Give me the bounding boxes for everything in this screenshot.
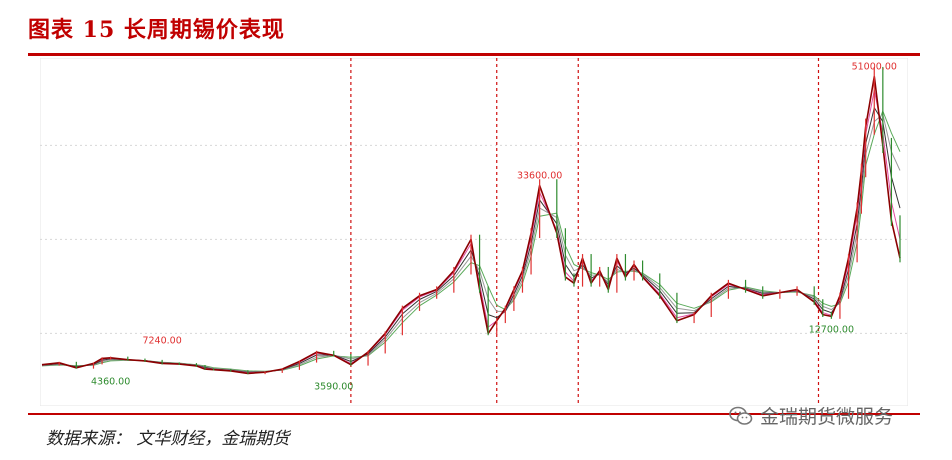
series-line-0 bbox=[41, 75, 901, 375]
price-label-4: 3590.00 bbox=[314, 382, 353, 393]
tin-price-chart: 33600.00 51000.00 7240.00 4360.00 3590.00 127… bbox=[39, 57, 909, 407]
price-label-5: 12700.00 bbox=[809, 324, 854, 335]
price-label-0: 33600.00 bbox=[517, 171, 562, 182]
series-line-2 bbox=[41, 107, 901, 373]
title-divider bbox=[28, 53, 920, 56]
price-label-3: 4360.00 bbox=[91, 377, 130, 388]
series-line-3 bbox=[41, 113, 901, 373]
plot-area bbox=[39, 57, 909, 407]
wechat-icon bbox=[729, 406, 753, 425]
page-title: 图表 15 长周期锡价表现 bbox=[28, 17, 285, 43]
chart-svg: 33600.00 51000.00 7240.00 4360.00 3590.00 127… bbox=[39, 57, 909, 407]
watermark: 金瑞期货微服务 bbox=[728, 402, 893, 429]
price-label-1: 51000.00 bbox=[852, 62, 897, 73]
footer-divider bbox=[28, 413, 920, 415]
series-line-4 bbox=[41, 110, 901, 372]
price-label-2: 7240.00 bbox=[142, 336, 181, 347]
watermark-text: 金瑞期货微服务 bbox=[760, 406, 894, 428]
source-note: 数据来源： 文华财经，金瑞期货 bbox=[46, 429, 290, 449]
